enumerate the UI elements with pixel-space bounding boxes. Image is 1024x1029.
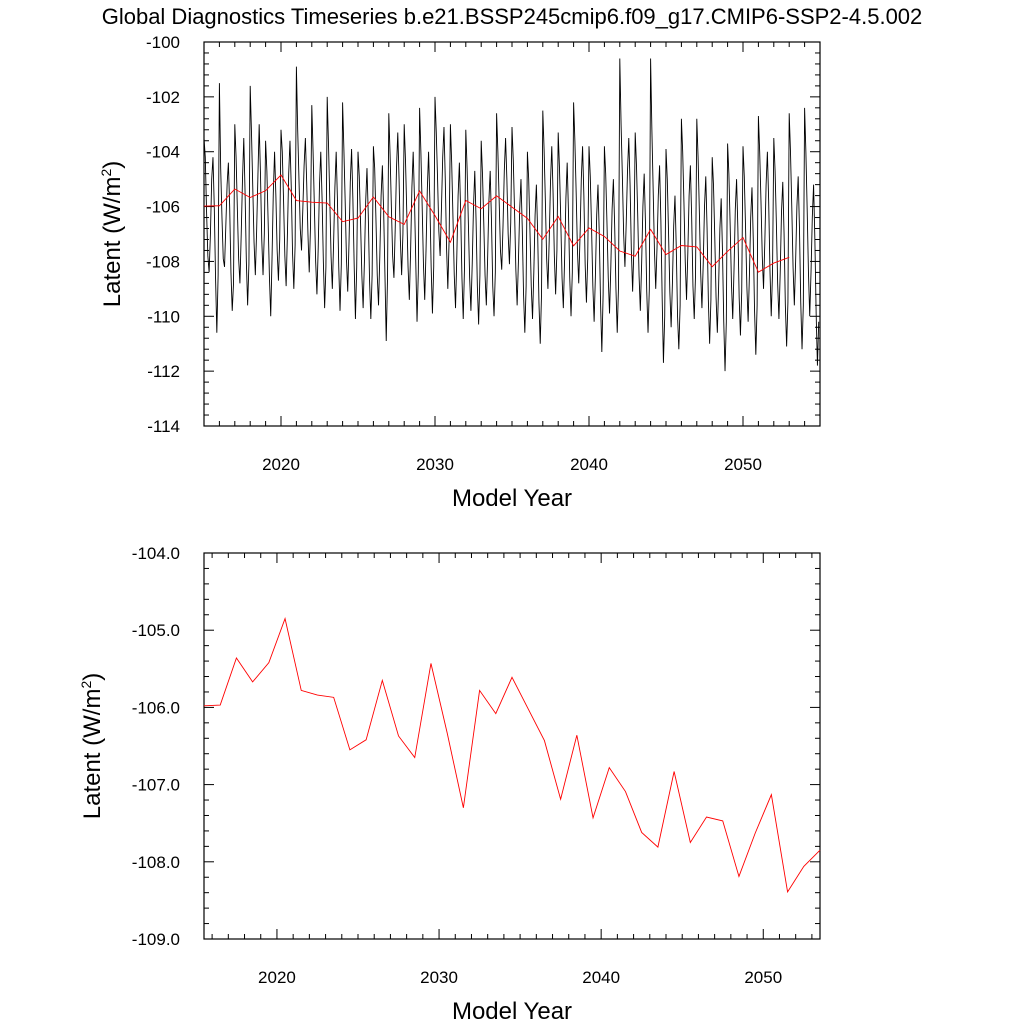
series-line-annual-mean: [203, 174, 790, 273]
chart-title: Global Diagnostics Timeseries b.e21.BSSP…: [102, 4, 923, 29]
top-panel-monthly-timeseries: 2020 2030 2040 2050 -114 -112 -110 -108 -106 -104…: [98, 33, 821, 512]
y-tick-label: -108: [146, 252, 180, 271]
y-tick-label: -100: [146, 33, 180, 52]
y-tick-label: -104.0: [132, 544, 180, 563]
plot-frame: [203, 552, 821, 940]
y-tick-label: -108.0: [132, 853, 180, 872]
y-tick-label: -106: [146, 198, 180, 217]
series-line-monthly: [203, 58, 820, 372]
y-tick-label: -105.0: [132, 621, 180, 640]
x-tick-label: 2020: [262, 455, 300, 474]
x-tick-label: 2040: [570, 455, 608, 474]
x-tick-label: 2020: [258, 968, 296, 987]
series-line-annual-mean: [203, 617, 821, 894]
x-axis-label: Model Year: [452, 485, 572, 512]
x-tick-label: 2050: [724, 455, 762, 474]
y-tick-label: -112: [147, 362, 180, 381]
y-tick-label: -102: [146, 88, 180, 107]
y-tick-label: -107.0: [132, 776, 180, 795]
x-tick-label: 2030: [416, 455, 454, 474]
y-tick-label: -109.0: [132, 930, 180, 949]
y-axis-label: Latent (W/m2): [98, 161, 126, 308]
y-tick-label: -106.0: [132, 698, 180, 717]
x-tick-label: 2030: [420, 968, 458, 987]
bottom-panel-annual-mean: 2020 2030 2040 2050 -109.0 -108.0 -107.0 -106.0…: [78, 544, 821, 1025]
x-tick-label: 2040: [582, 968, 620, 987]
y-tick-label: -110: [147, 307, 180, 326]
y-tick-label: -114: [147, 417, 180, 436]
y-axis-label: Latent (W/m2): [78, 673, 106, 820]
x-tick-label: 2050: [744, 968, 782, 987]
y-tick-label: -104: [146, 143, 180, 162]
x-axis-label: Model Year: [452, 998, 572, 1024]
